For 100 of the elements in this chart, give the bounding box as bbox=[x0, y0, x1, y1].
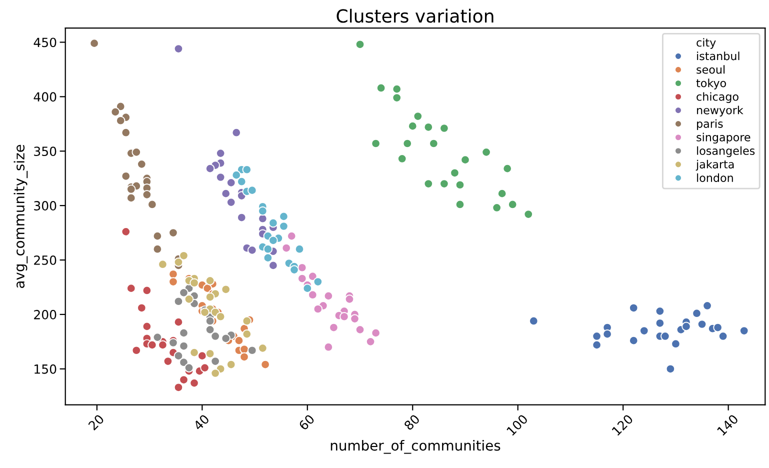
point bbox=[455, 200, 465, 210]
point bbox=[152, 332, 162, 342]
point bbox=[132, 346, 142, 356]
point bbox=[152, 244, 162, 254]
point bbox=[174, 44, 184, 54]
point bbox=[260, 360, 270, 370]
point bbox=[308, 272, 318, 281]
point bbox=[268, 260, 278, 270]
legend-label: istanbul bbox=[697, 52, 740, 60]
point bbox=[205, 348, 215, 358]
point bbox=[200, 308, 210, 317]
legend-label: jakarta bbox=[696, 160, 734, 171]
point bbox=[216, 148, 226, 158]
point bbox=[279, 212, 288, 222]
point bbox=[350, 314, 360, 324]
point bbox=[297, 262, 307, 272]
point bbox=[205, 276, 215, 286]
point bbox=[121, 128, 131, 138]
point bbox=[236, 212, 246, 222]
point bbox=[216, 172, 226, 182]
point bbox=[524, 210, 534, 219]
point bbox=[739, 326, 749, 336]
point bbox=[179, 341, 188, 351]
point bbox=[205, 316, 215, 326]
legend-title: city bbox=[696, 38, 716, 49]
point bbox=[355, 40, 365, 50]
y-tick-label: 150 bbox=[34, 364, 56, 374]
point bbox=[313, 277, 323, 286]
point bbox=[355, 325, 365, 334]
y-tick-label: 200 bbox=[34, 310, 56, 320]
point bbox=[268, 218, 278, 228]
point bbox=[508, 200, 518, 210]
point bbox=[142, 322, 152, 332]
point bbox=[121, 227, 131, 236]
point bbox=[242, 316, 252, 326]
point bbox=[174, 351, 184, 360]
point bbox=[258, 206, 268, 216]
point bbox=[174, 296, 184, 306]
point bbox=[268, 236, 278, 246]
point bbox=[152, 231, 162, 241]
point bbox=[248, 186, 257, 195]
point bbox=[340, 312, 349, 322]
point bbox=[110, 107, 120, 117]
y-tick-label: 400 bbox=[34, 92, 56, 102]
y-tick-label: 450 bbox=[34, 38, 56, 48]
point bbox=[221, 334, 230, 344]
point bbox=[397, 154, 407, 164]
point bbox=[137, 303, 146, 313]
point bbox=[313, 304, 323, 314]
point bbox=[232, 128, 242, 138]
point bbox=[210, 368, 220, 378]
point bbox=[226, 198, 236, 207]
point bbox=[179, 375, 188, 384]
point bbox=[205, 292, 215, 302]
x-tick-label: 20 bbox=[88, 414, 105, 431]
point bbox=[184, 363, 194, 372]
point bbox=[294, 244, 304, 254]
point bbox=[392, 84, 402, 94]
x-tick-label: 100 bbox=[506, 414, 528, 436]
point bbox=[116, 102, 126, 112]
point bbox=[174, 382, 184, 392]
point bbox=[460, 155, 470, 164]
point bbox=[263, 253, 273, 262]
y-tick-label: 250 bbox=[34, 255, 56, 265]
chart-title: Clusters variation bbox=[336, 8, 494, 23]
point bbox=[179, 250, 188, 260]
point bbox=[168, 277, 178, 286]
point bbox=[168, 228, 178, 238]
point bbox=[248, 246, 257, 255]
point bbox=[216, 312, 226, 322]
point bbox=[450, 168, 460, 178]
point bbox=[308, 290, 318, 300]
point bbox=[344, 294, 354, 304]
point bbox=[258, 214, 268, 224]
point bbox=[302, 284, 312, 293]
x-tick-label: 120 bbox=[612, 414, 634, 436]
point bbox=[376, 83, 386, 93]
point bbox=[655, 318, 665, 328]
point bbox=[329, 322, 338, 332]
point bbox=[671, 339, 680, 348]
point bbox=[210, 332, 220, 341]
point bbox=[158, 260, 168, 270]
point bbox=[174, 258, 184, 267]
y-tick-label: 350 bbox=[34, 146, 56, 156]
point bbox=[236, 176, 246, 186]
point bbox=[126, 184, 136, 194]
point bbox=[628, 303, 638, 313]
point bbox=[242, 164, 252, 174]
point bbox=[497, 188, 507, 198]
point bbox=[290, 265, 299, 274]
point bbox=[137, 160, 146, 169]
point bbox=[248, 346, 257, 356]
point bbox=[148, 340, 157, 350]
y-axis-title: avg_community_size bbox=[14, 144, 28, 288]
point bbox=[132, 148, 142, 157]
legend-label: paris bbox=[697, 119, 723, 130]
point bbox=[90, 38, 99, 48]
legend-label: newyork bbox=[697, 106, 744, 116]
point bbox=[205, 325, 215, 334]
point bbox=[429, 138, 438, 148]
